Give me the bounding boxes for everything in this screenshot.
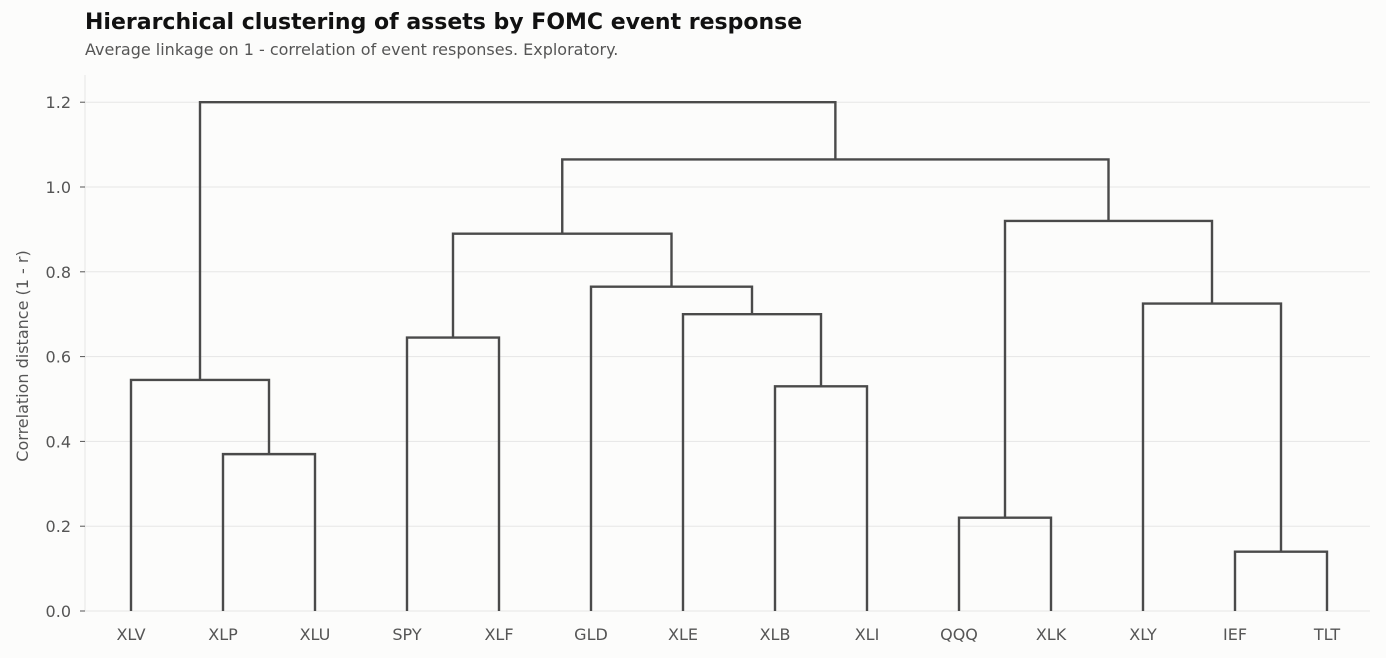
merge-link xyxy=(405,336,501,611)
leaf-label: XLB xyxy=(760,625,791,644)
merge-link xyxy=(589,285,754,611)
leaf-label: SPY xyxy=(392,625,421,644)
merge-link xyxy=(681,313,823,611)
y-tick-label: 1.2 xyxy=(46,93,71,112)
merge-link xyxy=(221,452,317,611)
leaf-label: XLY xyxy=(1129,625,1157,644)
merge-link xyxy=(1233,550,1329,611)
y-axis-label: Correlation distance (1 - r) xyxy=(13,250,32,461)
y-tick-label: 0.2 xyxy=(46,517,71,536)
y-tick-label: 1.0 xyxy=(46,178,71,197)
merge-link xyxy=(1141,302,1283,611)
merge-link xyxy=(129,378,271,611)
merge-link xyxy=(773,385,869,611)
leaf-label: XLV xyxy=(116,625,145,644)
merge-link xyxy=(1003,219,1214,518)
merge-link xyxy=(957,516,1053,611)
leaf-label: XLK xyxy=(1036,625,1067,644)
y-tick-label: 0.8 xyxy=(46,263,71,282)
y-tick-label: 0.4 xyxy=(46,432,71,451)
leaf-labels: XLV XLP XLU SPY XLF GLD XLE XLB XLI QQQ XLK XLY IEF T… xyxy=(116,625,1340,644)
dendrogram-links xyxy=(129,101,1329,611)
leaf-label: XLE xyxy=(668,625,698,644)
leaf-label: IEF xyxy=(1223,625,1247,644)
leaf-label: TLT xyxy=(1313,625,1340,644)
y-tick-label: 0.6 xyxy=(46,348,71,367)
leaf-label: GLD xyxy=(574,625,608,644)
chart-subtitle: Average linkage on 1 - correlation of ev… xyxy=(85,40,619,59)
leaf-label: XLI xyxy=(855,625,880,644)
leaf-label: XLP xyxy=(208,625,238,644)
leaf-label: XLU xyxy=(300,625,331,644)
leaf-label: QQQ xyxy=(940,625,978,644)
y-axis: 0.0 0.2 0.4 0.6 0.8 1.0 1.2 xyxy=(46,75,86,621)
merge-link xyxy=(561,158,1110,234)
y-tick-label: 0.0 xyxy=(46,602,71,621)
merge-link xyxy=(198,101,837,380)
chart-title: Hierarchical clustering of assets by FOM… xyxy=(85,10,803,35)
leaf-label: XLF xyxy=(484,625,513,644)
grid-layer xyxy=(85,101,1370,612)
